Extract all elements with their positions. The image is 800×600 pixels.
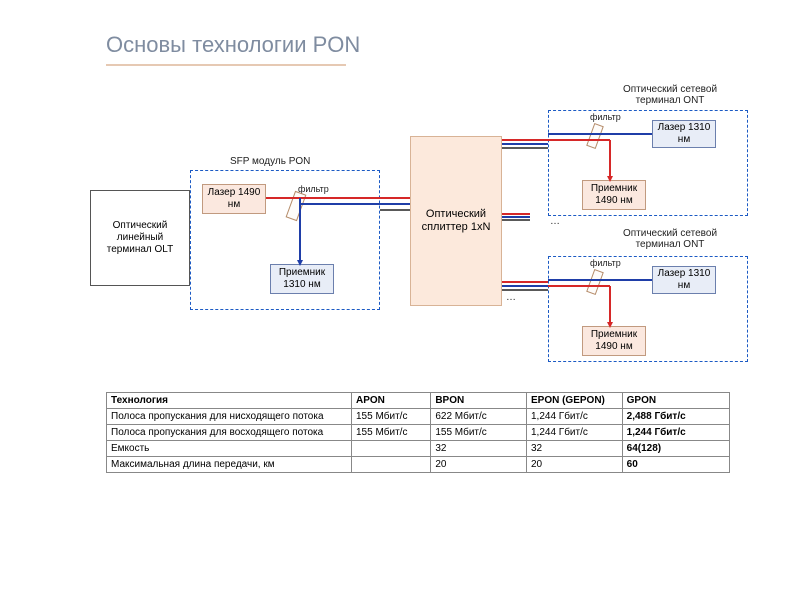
cell: Максимальная длина передачи, км: [107, 457, 352, 473]
sfp-label: SFP модуль PON: [230, 156, 310, 167]
cell: 20: [526, 457, 622, 473]
cell: 2,488 Гбит/с: [622, 409, 729, 425]
cell: 1,244 Гбит/с: [622, 425, 729, 441]
table-row: Емкость 32 32 64(128): [107, 441, 730, 457]
cell: 155 Мбит/с: [431, 425, 527, 441]
cell: Полоса пропускания для нисходящего поток…: [107, 409, 352, 425]
cell: 64(128): [622, 441, 729, 457]
th-2: BPON: [431, 393, 527, 409]
cell: 155 Мбит/с: [352, 425, 431, 441]
cell: 155 Мбит/с: [352, 409, 431, 425]
th-0: Технология: [107, 393, 352, 409]
cell: 60: [622, 457, 729, 473]
cell: 1,244 Гбит/с: [526, 409, 622, 425]
th-3: EPON (GEPON): [526, 393, 622, 409]
cell: Емкость: [107, 441, 352, 457]
pon-diagram: Оптический линейный терминал OLT SFP мод…: [90, 80, 750, 380]
table-header-row: Технология APON BPON EPON (GEPON) GPON: [107, 393, 730, 409]
page-title: Основы технологии PON: [106, 32, 360, 58]
receiver-1490-bot: Приемник 1490 нм: [582, 326, 646, 356]
ont-bot-outline: [548, 256, 748, 362]
comparison-table: Технология APON BPON EPON (GEPON) GPON П…: [106, 392, 730, 473]
receiver-1490-top: Приемник 1490 нм: [582, 180, 646, 210]
laser-1490: Лазер 1490 нм: [202, 184, 266, 214]
th-4: GPON: [622, 393, 729, 409]
cell: 32: [431, 441, 527, 457]
pon-tech-table: Технология APON BPON EPON (GEPON) GPON П…: [106, 392, 730, 473]
table-row: Полоса пропускания для восходящего поток…: [107, 425, 730, 441]
dots-bot: …: [506, 292, 516, 303]
olt-box: Оптический линейный терминал OLT: [90, 190, 190, 286]
ont-top-outline: [548, 110, 748, 216]
cell: [352, 457, 431, 473]
title-underline: [106, 64, 346, 66]
dots-top: …: [550, 216, 560, 227]
laser-1310-top: Лазер 1310 нм: [652, 120, 716, 148]
ont-top-title: Оптический сетевой терминал ONT: [610, 84, 730, 106]
table-row: Полоса пропускания для нисходящего поток…: [107, 409, 730, 425]
th-1: APON: [352, 393, 431, 409]
receiver-1310: Приемник 1310 нм: [270, 264, 334, 294]
cell: 20: [431, 457, 527, 473]
splitter: Оптический сплиттер 1xN: [410, 136, 502, 306]
filter-label-ont-top: фильтр: [590, 112, 621, 122]
laser-1310-bot: Лазер 1310 нм: [652, 266, 716, 294]
cell: [352, 441, 431, 457]
table-row: Максимальная длина передачи, км 20 20 60: [107, 457, 730, 473]
ont-bot-title: Оптический сетевой терминал ONT: [610, 228, 730, 250]
cell: 32: [526, 441, 622, 457]
filter-label-ont-bot: фильтр: [590, 258, 621, 268]
filter-label-sfp: фильтр: [298, 184, 329, 194]
cell: Полоса пропускания для восходящего поток…: [107, 425, 352, 441]
cell: 622 Мбит/с: [431, 409, 527, 425]
cell: 1,244 Гбит/с: [526, 425, 622, 441]
